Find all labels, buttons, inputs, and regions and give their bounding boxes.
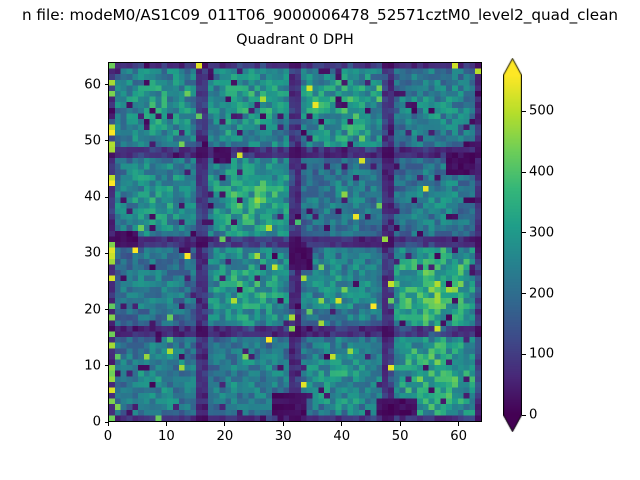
y-tick-mark [104,84,108,85]
x-tick-mark [458,422,460,426]
x-tick-label: 0 [103,429,113,444]
y-tick-label: 40 [84,189,101,205]
y-tick-label: 30 [84,245,101,261]
colorbar-tick-mark [522,110,526,112]
x-tick-label: 10 [158,429,175,444]
colorbar-tick-label: 0 [529,407,538,423]
x-tick-label: 60 [450,429,468,444]
y-tick-mark [104,140,108,142]
colorbar-tick-label: 500 [529,103,555,119]
figure-suptitle-clip: n file: modeM0/AS1C09_011T06_9000006478_… [0,4,640,26]
y-tick-label: 0 [92,414,101,430]
heatmap-axes [108,62,482,422]
colorbar-tick-mark [522,293,526,295]
y-tick-label: 10 [84,358,101,374]
x-tick-mark [165,422,167,426]
colorbar-tick-mark [522,232,526,234]
x-tick-label: 50 [391,429,409,444]
colorbar-tick-label: 300 [529,225,555,241]
y-tick-mark [104,309,108,310]
x-tick-mark [282,422,284,426]
y-tick-mark [104,421,108,423]
x-tick-mark [341,422,343,426]
colorbar-tick-mark [522,171,526,173]
axes-title: Quadrant 0 DPH [236,32,354,48]
colorbar-tick-mark [522,414,526,416]
y-tick-label: 60 [84,77,101,92]
y-tick-mark [104,196,108,198]
heatmap-image [109,63,481,421]
colorbar-gradient [503,58,522,432]
x-tick-label: 40 [333,429,351,444]
x-tick-mark [399,422,401,426]
x-tick-mark [107,422,109,426]
x-tick-mark [224,422,226,426]
x-tick-label: 30 [274,429,292,444]
figure-suptitle: n file: modeM0/AS1C09_011T06_9000006478_… [21,6,619,24]
y-tick-label: 20 [84,302,101,317]
colorbar-tick-label: 400 [529,164,555,180]
colorbar-tick-label: 200 [529,286,555,302]
y-tick-label: 50 [84,133,101,149]
y-tick-mark [104,252,108,254]
y-tick-mark [104,365,108,367]
colorbar-tick-mark [522,353,526,355]
colorbar-tick-label: 100 [529,346,555,362]
x-tick-label: 20 [216,429,234,444]
colorbar [503,58,522,432]
